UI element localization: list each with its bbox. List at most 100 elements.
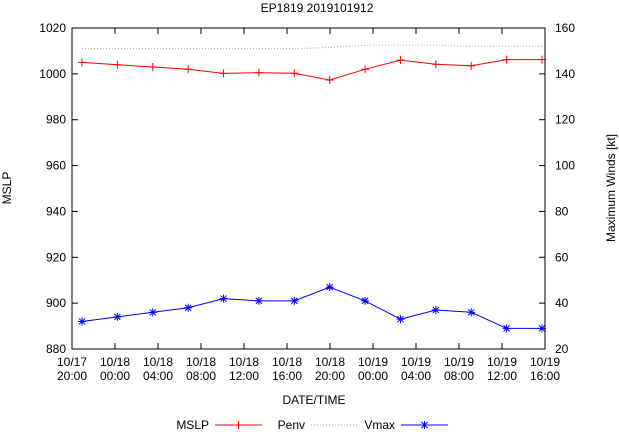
x-tick-label-time: 00:00 [358, 369, 388, 383]
legend-marker [420, 421, 429, 429]
vmax-point [148, 308, 157, 317]
star-marker-d2 [220, 295, 227, 302]
penv-point [325, 76, 334, 85]
legend-label: Penv [278, 418, 305, 432]
y-left-tick-label: 940 [46, 204, 66, 218]
x-tick-label-time: 04:00 [143, 369, 173, 383]
legend-marker [234, 421, 243, 429]
star-marker-d2 [114, 313, 121, 321]
y-right-tick-label: 80 [555, 204, 569, 218]
x-tick-label-date: 10/17 [57, 355, 87, 369]
star-marker-d2 [503, 325, 510, 332]
chart-title: EP1819 2019101912 [261, 1, 374, 15]
x-tick-label-date: 10/19 [358, 355, 388, 369]
x-tick-label-date: 10/18 [272, 355, 302, 369]
penv-point [396, 56, 405, 65]
vmax-point [113, 312, 122, 321]
vmax-point [290, 296, 299, 305]
y-left-tick-label: 900 [46, 296, 66, 310]
y-left-tick-label: 920 [46, 250, 66, 264]
x-tick-label-date: 10/18 [143, 355, 173, 369]
y-left-tick-label: 880 [46, 342, 66, 356]
reference-line [82, 44, 542, 50]
vmax-point [78, 317, 86, 326]
y-left-tick-label: 980 [46, 113, 66, 127]
vmax-point [502, 324, 511, 333]
y-left-tick-labels: 880 900 920 940 960 980 1000 1020 [39, 21, 66, 356]
star-marker-d2 [421, 421, 428, 429]
penv-point [219, 69, 228, 78]
penv-point [290, 69, 299, 78]
y-right-tick-label: 140 [555, 67, 575, 81]
legend-label: MSLP [176, 418, 209, 432]
x-tick-label-time: 12:00 [229, 369, 259, 383]
vmax-point [538, 324, 546, 333]
y-right-axis-label: Maximum Winds [kt] [604, 134, 618, 242]
penv-point [78, 58, 86, 67]
star-marker-d2 [397, 315, 404, 323]
vmax-point [431, 306, 440, 315]
penv-point [467, 61, 476, 70]
penv-point [431, 60, 440, 69]
plot-frame [71, 27, 546, 350]
x-tick-label-date: 10/18 [186, 355, 216, 369]
x-tick-label-date: 10/19 [487, 355, 517, 369]
y-right-tick-label: 100 [555, 159, 575, 173]
y-right-tick-label: 20 [555, 342, 569, 356]
vmax-point [184, 303, 193, 312]
x-tick-label-date: 10/18 [229, 355, 259, 369]
star-marker-d2 [361, 297, 369, 305]
star-marker-d2 [290, 297, 298, 305]
y-right-tick-labels: 20 40 60 80 100 120 140 160 [555, 21, 575, 356]
x-tick-label-time: 16:00 [530, 369, 560, 383]
x-tick-label-time: 04:00 [401, 369, 431, 383]
vmax-point [325, 283, 334, 292]
vmax-point [219, 294, 228, 303]
star-marker-d2 [255, 297, 263, 305]
vmax-point [254, 296, 263, 305]
y-right-tick-label: 60 [555, 250, 569, 264]
series-layer [78, 44, 546, 333]
star-marker-d2 [326, 283, 334, 291]
x-tick-labels: 10/1720:0010/1800:0010/1804:0010/1808:00… [57, 355, 560, 383]
star-marker-d2 [432, 306, 440, 314]
vmax-point [396, 315, 405, 324]
penv-point [184, 65, 193, 74]
y-right-tick-label: 120 [555, 113, 575, 127]
x-tick-label-time: 20:00 [315, 369, 345, 383]
y-left-tick-label: 1000 [39, 67, 66, 81]
y-left-tick-label: 960 [46, 159, 66, 173]
x-tick-label-date: 10/19 [444, 355, 474, 369]
penv-point [254, 68, 263, 77]
star-marker-d2 [467, 308, 475, 316]
penv-point [113, 60, 122, 69]
x-tick-label-time: 16:00 [272, 369, 302, 383]
star-marker-d2 [78, 318, 86, 325]
y-left-axis-label: MSLP [0, 172, 14, 205]
x-tick-label-date: 10/18 [315, 355, 345, 369]
star-marker-d2 [538, 325, 546, 332]
vmax-point [361, 296, 370, 305]
x-tick-label-time: 08:00 [186, 369, 216, 383]
penv-point [502, 55, 511, 64]
y-right-tick-label: 40 [555, 296, 569, 310]
x-tick-label-time: 20:00 [57, 369, 87, 383]
penv-line [81, 59, 542, 81]
x-tick-label-time: 08:00 [444, 369, 474, 383]
x-tick-label-date: 10/19 [401, 355, 431, 369]
x-axis-label: DATE/TIME [282, 393, 345, 407]
star-marker-d2 [149, 308, 157, 316]
x-tick-label-date: 10/18 [100, 355, 130, 369]
x-tick-label-date: 10/19 [530, 355, 560, 369]
x-tick-label-time: 00:00 [100, 369, 130, 383]
vmax-point [467, 308, 476, 317]
legend: MSLP Penv Vmax [176, 418, 448, 432]
y-right-tick-label: 160 [555, 21, 575, 35]
y-left-tick-label: 1020 [39, 21, 66, 35]
legend-label: Vmax [364, 418, 395, 432]
x-tick-label-time: 12:00 [487, 369, 517, 383]
vmax-line [81, 286, 542, 329]
penv-point [361, 65, 370, 74]
star-marker-d2 [184, 304, 192, 312]
